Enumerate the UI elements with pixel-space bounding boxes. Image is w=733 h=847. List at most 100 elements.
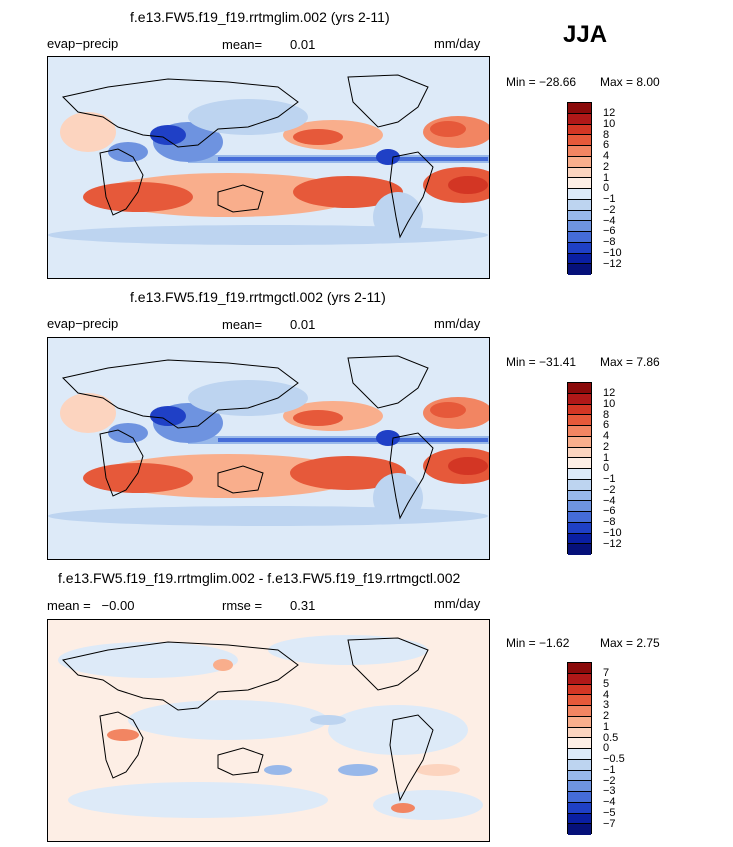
colorbar-swatch (568, 469, 591, 480)
colorbar-swatch (568, 393, 591, 405)
colorbar-tick: 3 (603, 699, 610, 711)
colorbar-tick: −10 (603, 527, 622, 539)
panel1-stat-value: 0.01 (290, 37, 316, 52)
colorbar-swatch (568, 221, 591, 232)
colorbar-tick: −8 (603, 516, 616, 528)
panel3-map (47, 619, 490, 842)
colorbar-swatch (568, 264, 591, 275)
colorbar-swatch (568, 210, 591, 222)
panel1-units: mm/day (434, 36, 481, 51)
colorbar-swatch (568, 232, 591, 243)
colorbar-swatch (568, 447, 591, 459)
colorbar-tick: −1 (603, 764, 616, 776)
colorbar-tick: −2 (603, 484, 616, 496)
colorbar-swatch (568, 749, 591, 760)
colorbar-tick: 12 (603, 387, 616, 399)
colorbar-swatch (568, 146, 591, 157)
colorbar-tick: −6 (603, 225, 616, 237)
panel2-min-value: −31.41 (539, 355, 577, 369)
colorbar-swatch (568, 426, 591, 437)
colorbar-swatch (568, 490, 591, 502)
colorbar-swatch (568, 167, 591, 179)
season-label: JJA (563, 21, 608, 48)
colorbar-tick: 4 (603, 430, 610, 442)
colorbar-swatch (568, 522, 591, 534)
panel2-min-label: Min = −31.41 (506, 355, 577, 369)
colorbar-tick: 5 (603, 678, 610, 690)
colorbar-swatch (568, 479, 591, 491)
colorbar-swatch (568, 770, 591, 782)
panel1-title: f.e13.FW5.f19_f19.rrtmglim.002 (yrs 2-11… (130, 9, 390, 25)
colorbar-tick: −2 (603, 204, 616, 216)
colorbar-swatch (568, 663, 591, 674)
colorbar-tick: 0.5 (603, 732, 619, 744)
colorbar-swatch (568, 716, 591, 728)
colorbar-tick: 0 (603, 462, 610, 474)
panel2-colorbar (567, 382, 592, 555)
colorbar-swatch (568, 824, 591, 835)
panel2-units: mm/day (434, 316, 481, 331)
colorbar-swatch (568, 533, 591, 545)
colorbar-tick: −1 (603, 193, 616, 205)
colorbar-tick: 2 (603, 710, 610, 722)
colorbar-tick: 7 (603, 667, 610, 679)
panel1-map (47, 56, 490, 279)
colorbar-tick: 8 (603, 129, 610, 141)
colorbar-swatch (568, 501, 591, 512)
panel1-stat-label: mean= (222, 37, 263, 52)
colorbar-swatch (568, 404, 591, 416)
colorbar-swatch (568, 103, 591, 114)
colorbar-swatch (568, 781, 591, 792)
panel2-title: f.e13.FW5.f19_f19.rrtmgctl.002 (yrs 2-11… (130, 289, 386, 305)
colorbar-swatch (568, 436, 591, 448)
colorbar-swatch (568, 738, 591, 749)
colorbar-swatch (568, 695, 591, 706)
colorbar-tick: 2 (603, 441, 610, 453)
colorbar-tick: −12 (603, 258, 622, 270)
colorbar-tick: 1 (603, 172, 610, 184)
colorbar-swatch (568, 113, 591, 125)
colorbar-tick: −8 (603, 236, 616, 248)
colorbar-tick: −7 (603, 818, 616, 830)
colorbar-tick: −4 (603, 495, 616, 507)
colorbar-tick: 4 (603, 689, 610, 701)
panel3-min-label: Min = −1.62 (506, 636, 570, 650)
colorbar-swatch (568, 802, 591, 814)
panel2-max-value: 7.86 (636, 355, 660, 369)
colorbar-tick: −2 (603, 775, 616, 787)
colorbar-tick: −12 (603, 538, 622, 550)
panel1-max-label: Max = 8.00 (600, 75, 660, 89)
colorbar-swatch (568, 135, 591, 146)
panel2-map (47, 337, 490, 560)
colorbar-swatch (568, 813, 591, 825)
colorbar-swatch (568, 684, 591, 696)
colorbar-tick: 0 (603, 182, 610, 194)
colorbar-swatch (568, 199, 591, 211)
panel3-stat-value: 0.31 (290, 598, 316, 613)
colorbar-swatch (568, 178, 591, 189)
panel1-variable-label: evap−precip (47, 36, 119, 51)
panel2-variable-label: evap−precip (47, 316, 119, 331)
colorbar-swatch (568, 759, 591, 771)
colorbar-tick: 1 (603, 721, 610, 733)
colorbar-tick: 12 (603, 107, 616, 119)
colorbar-tick: 1 (603, 452, 610, 464)
panel1-colorbar (567, 102, 592, 275)
colorbar-swatch (568, 124, 591, 136)
panel3-max-value: 2.75 (636, 636, 660, 650)
colorbar-tick: −6 (603, 505, 616, 517)
colorbar-swatch (568, 792, 591, 803)
colorbar-tick: −4 (603, 215, 616, 227)
colorbar-tick: −10 (603, 247, 622, 259)
colorbar-tick: 0 (603, 742, 610, 754)
panel3-colorbar (567, 662, 592, 835)
colorbar-tick: 8 (603, 409, 610, 421)
colorbar-tick: 10 (603, 118, 616, 130)
colorbar-swatch (568, 383, 591, 394)
colorbar-swatch (568, 242, 591, 254)
colorbar-swatch (568, 458, 591, 469)
panel2-stat-label: mean= (222, 317, 263, 332)
panel3-stat-label: rmse = (222, 598, 263, 613)
colorbar-swatch (568, 544, 591, 555)
colorbar-tick: 6 (603, 419, 610, 431)
